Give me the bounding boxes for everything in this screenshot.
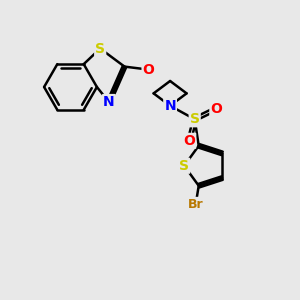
Text: S: S bbox=[190, 112, 200, 126]
Text: O: O bbox=[183, 134, 195, 148]
Text: O: O bbox=[210, 102, 222, 116]
Text: N: N bbox=[164, 99, 176, 113]
Text: S: S bbox=[179, 159, 189, 173]
Text: S: S bbox=[95, 41, 105, 56]
Text: O: O bbox=[142, 63, 154, 76]
Text: N: N bbox=[103, 95, 115, 109]
Text: Br: Br bbox=[188, 198, 203, 211]
